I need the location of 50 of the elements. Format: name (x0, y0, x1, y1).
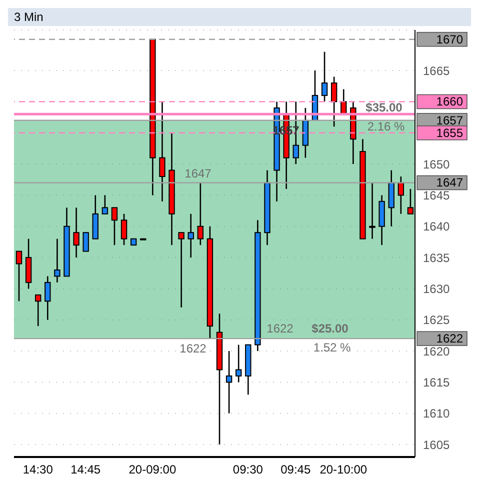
annotation: $25.00 (312, 322, 349, 336)
candlestick (44, 276, 51, 321)
candlestick (226, 350, 232, 414)
x-tick-label: 20-09:00 (128, 462, 176, 477)
ref-line-label: 1670 (436, 32, 464, 46)
chart-title: 3 Min (8, 8, 471, 26)
x-tick-label: 14:30 (22, 462, 54, 477)
x-tick-label: 09:30 (232, 462, 264, 477)
candlestick (73, 207, 80, 258)
candlestick (34, 294, 42, 327)
y-tick-label: 1625 (423, 313, 450, 328)
candlestick (188, 213, 194, 258)
annotation: 1622 (180, 342, 207, 356)
candlestick (330, 76, 338, 128)
annotation: 1.52 % (313, 340, 352, 355)
y-tick-label: 1620 (423, 344, 450, 358)
y-tick-label: 1665 (423, 64, 450, 78)
ref-line-label: 1660 (436, 94, 464, 109)
candlestick (235, 344, 242, 383)
candlestick (54, 238, 60, 284)
candlestick (111, 207, 118, 246)
ref-line-label: 1647 (436, 176, 464, 190)
candlestick (369, 182, 376, 240)
candlestick (16, 250, 22, 302)
candlestick (321, 51, 328, 102)
candlestick (120, 213, 128, 246)
annotation: 2.16 % (367, 119, 406, 134)
candlestick (82, 232, 89, 252)
y-tick-label: 1635 (423, 250, 450, 265)
candlestick (197, 182, 204, 246)
x-tick-label: 14:45 (70, 462, 101, 477)
annotation: $35.00 (366, 100, 403, 114)
y-tick-label: 1650 (423, 157, 450, 172)
y-tick-label: 1610 (423, 406, 450, 421)
ref-line-label: 1622 (436, 332, 464, 346)
annotation: 1657 (272, 123, 300, 138)
x-tick-label: 20-10:00 (320, 462, 368, 477)
ref-line-label: 1655 (436, 126, 464, 140)
annotation: 1622 (266, 322, 294, 336)
y-tick-label: 1645 (423, 188, 450, 202)
y-tick-label: 1640 (423, 220, 450, 234)
candlestick (159, 101, 166, 202)
ref-line-label: 1657 (436, 113, 464, 128)
y-tick-label: 1615 (423, 375, 450, 390)
candlestick (178, 232, 184, 308)
candlestick (102, 194, 108, 215)
y-tick-label: 1605 (423, 438, 450, 452)
x-tick-label: 09:45 (280, 462, 311, 477)
y-tick-label: 1630 (423, 282, 450, 296)
annotation: 1647 (184, 166, 212, 181)
